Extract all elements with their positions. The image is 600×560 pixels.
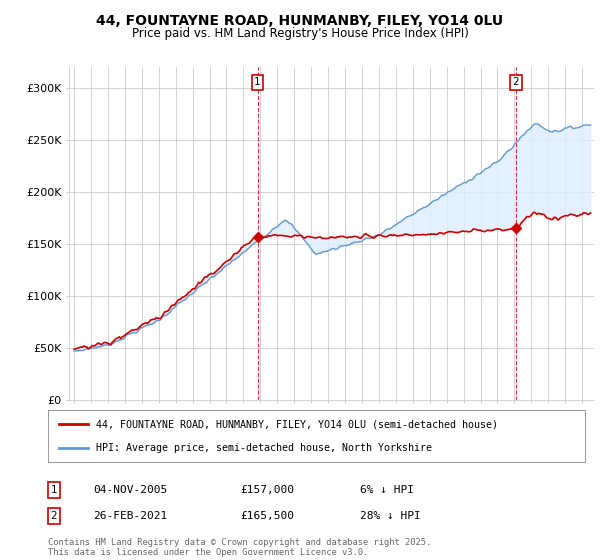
Text: 1: 1 bbox=[254, 77, 261, 87]
Text: HPI: Average price, semi-detached house, North Yorkshire: HPI: Average price, semi-detached house,… bbox=[97, 443, 433, 453]
Text: 44, FOUNTAYNE ROAD, HUNMANBY, FILEY, YO14 0LU (semi-detached house): 44, FOUNTAYNE ROAD, HUNMANBY, FILEY, YO1… bbox=[97, 419, 499, 430]
Text: 2: 2 bbox=[50, 511, 58, 521]
Text: 28% ↓ HPI: 28% ↓ HPI bbox=[360, 511, 421, 521]
Text: £165,500: £165,500 bbox=[240, 511, 294, 521]
Text: 2: 2 bbox=[512, 77, 519, 87]
Text: £157,000: £157,000 bbox=[240, 485, 294, 495]
Text: 1: 1 bbox=[50, 485, 58, 495]
Text: Contains HM Land Registry data © Crown copyright and database right 2025.
This d: Contains HM Land Registry data © Crown c… bbox=[48, 538, 431, 557]
Text: 26-FEB-2021: 26-FEB-2021 bbox=[93, 511, 167, 521]
Text: 6% ↓ HPI: 6% ↓ HPI bbox=[360, 485, 414, 495]
Text: Price paid vs. HM Land Registry's House Price Index (HPI): Price paid vs. HM Land Registry's House … bbox=[131, 27, 469, 40]
Text: 44, FOUNTAYNE ROAD, HUNMANBY, FILEY, YO14 0LU: 44, FOUNTAYNE ROAD, HUNMANBY, FILEY, YO1… bbox=[97, 14, 503, 28]
Text: 04-NOV-2005: 04-NOV-2005 bbox=[93, 485, 167, 495]
